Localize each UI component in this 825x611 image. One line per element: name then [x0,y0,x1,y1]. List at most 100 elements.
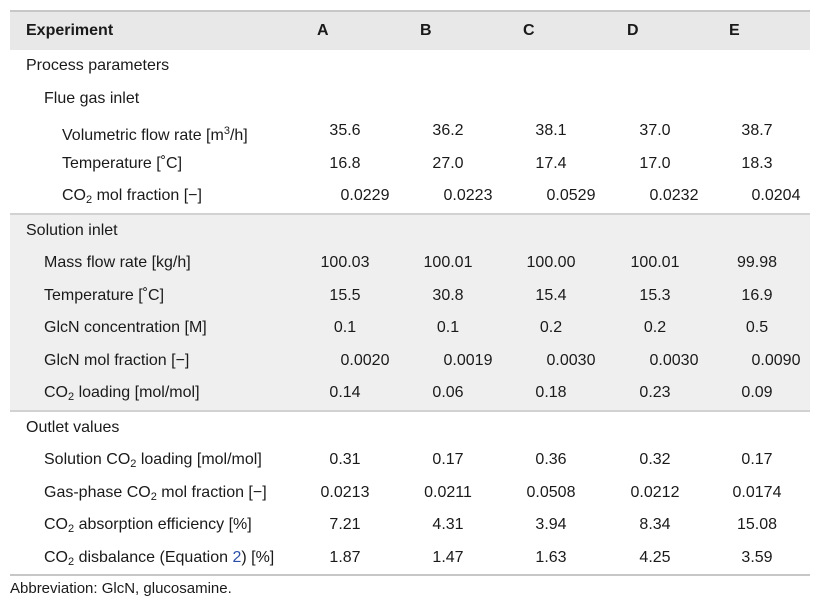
table-row: CO2 absorption efficiency [%] 7.21 4.31 … [10,509,810,542]
section-label: Solution inlet [26,221,118,239]
row-label: Solution CO2 loading [mol/mol] [44,451,262,470]
cell-c: 0.18 [535,384,567,401]
cell-d: 15.3 [639,286,671,304]
data-table: Experiment A B C D E Process parameters … [10,10,810,576]
table-row: CO2 mol fraction [−] 0.0229 0.0223 0.052… [10,180,810,213]
header-col-a: A [317,22,329,39]
cell-e: 0.0204 [751,187,801,204]
cell-e: 38.7 [741,122,773,139]
cell-b: 0.17 [432,451,464,468]
header-col-d: D [627,22,639,39]
cell-d: 0.32 [639,451,671,468]
cell-a: 7.21 [329,516,361,533]
cell-b: 36.2 [432,122,464,139]
cell-e: 0.0174 [732,483,782,501]
cell-d: 100.01 [630,254,680,271]
row-label: GlcN concentration [M] [44,319,207,336]
cell-d: 4.25 [639,548,671,566]
row-label: CO2 disbalance (Equation 2) [%] [44,548,275,568]
cell-e: 0.09 [741,384,773,401]
row-label: Gas-phase CO2 mol fraction [−] [44,483,267,503]
row-label: Volumetric flow rate [m3/h] [62,125,248,144]
cell-b: 0.0019 [443,351,493,369]
cell-d: 0.0030 [649,351,699,369]
cell-b: 0.0223 [443,187,493,204]
cell-a: 1.87 [329,548,361,566]
cell-c: 0.0508 [526,483,576,501]
cell-a: 0.31 [329,451,361,468]
table-row: CO2 loading [mol/mol] 0.14 0.06 0.18 0.2… [10,377,810,410]
section-label: Outlet values [26,418,120,436]
section-label: Flue gas inlet [44,89,140,107]
row-label: GlcN mol fraction [−] [44,351,190,369]
cell-a: 0.0229 [340,187,390,204]
row-label: Temperature [˚C] [44,286,165,304]
header-col-c: C [523,22,535,39]
cell-d: 8.34 [639,516,671,533]
cell-c: 15.4 [535,286,567,304]
table-row: GlcN concentration [M] 0.1 0.1 0.2 0.2 0… [10,312,810,345]
cell-c: 3.94 [535,516,567,533]
cell-c: 17.4 [535,154,567,172]
cell-e: 0.17 [741,451,773,468]
cell-e: 18.3 [741,154,773,172]
cell-b: 27.0 [432,154,464,172]
cell-c: 1.63 [535,548,567,566]
row-label: Mass flow rate [kg/h] [44,254,191,271]
row-label: CO2 mol fraction [−] [62,187,202,206]
cell-d: 0.2 [643,319,667,336]
table-row: Temperature [˚C] 16.8 27.0 17.4 17.0 18.… [10,148,810,181]
cell-c: 0.0529 [546,187,596,204]
section-row-process: Process parameters [10,50,810,83]
cell-a: 100.03 [320,254,370,271]
cell-d: 0.0212 [630,483,680,501]
cell-c: 0.2 [539,319,563,336]
row-label: CO2 absorption efficiency [%] [44,516,252,535]
cell-e: 3.59 [741,548,773,566]
cell-d: 0.23 [639,384,671,401]
cell-c: 0.0030 [546,351,596,369]
row-label: Temperature [˚C] [62,154,183,172]
cell-e: 0.5 [745,319,769,336]
cell-c: 100.00 [526,254,576,271]
table-row: CO2 disbalance (Equation 2) [%] 1.87 1.4… [10,542,810,575]
cell-e: 16.9 [741,286,773,304]
header-col-e: E [729,22,740,39]
cell-b: 0.0211 [424,483,472,501]
cell-c: 0.36 [535,451,567,468]
cell-e: 99.98 [736,254,778,271]
cell-b: 0.1 [436,319,460,336]
cell-a: 35.6 [329,122,361,139]
cell-a: 0.1 [333,319,357,336]
cell-d: 0.0232 [649,187,699,204]
section-row-outlet: Outlet values [10,409,810,445]
cell-a: 15.5 [329,286,361,304]
equation-link[interactable]: 2 [232,548,242,566]
table-row: Mass flow rate [kg/h] 100.03 100.01 100.… [10,247,810,280]
table-row: Gas-phase CO2 mol fraction [−] 0.0213 0.… [10,477,810,510]
section-row-solution: Solution inlet [10,212,810,247]
cell-e: 0.0090 [751,351,801,369]
table-row: Solution CO2 loading [mol/mol] 0.31 0.17… [10,444,810,477]
header-experiment: Experiment [26,22,114,39]
cell-e: 15.08 [736,516,778,533]
cell-d: 17.0 [639,154,671,172]
cell-a: 0.14 [329,384,361,401]
table-row: Volumetric flow rate [m3/h] 35.6 36.2 38… [10,115,810,148]
table-header: Experiment A B C D E [10,10,810,50]
cell-b: 0.06 [432,384,464,401]
table-bottom-rule [10,574,810,576]
cell-a: 16.8 [329,154,361,172]
cell-b: 100.01 [423,254,473,271]
section-label: Process parameters [26,57,170,74]
cell-c: 38.1 [535,122,567,139]
cell-a: 0.0020 [340,351,390,369]
cell-b: 4.31 [432,516,464,533]
cell-a: 0.0213 [320,483,370,501]
table-row: GlcN mol fraction [−] 0.0020 0.0019 0.00… [10,344,810,377]
cell-d: 37.0 [639,122,671,139]
row-label: CO2 loading [mol/mol] [44,384,200,403]
cell-b: 1.47 [432,548,464,566]
table-row: Temperature [˚C] 15.5 30.8 15.4 15.3 16.… [10,279,810,312]
table-footnote: Abbreviation: GlcN, glucosamine. [10,580,232,597]
